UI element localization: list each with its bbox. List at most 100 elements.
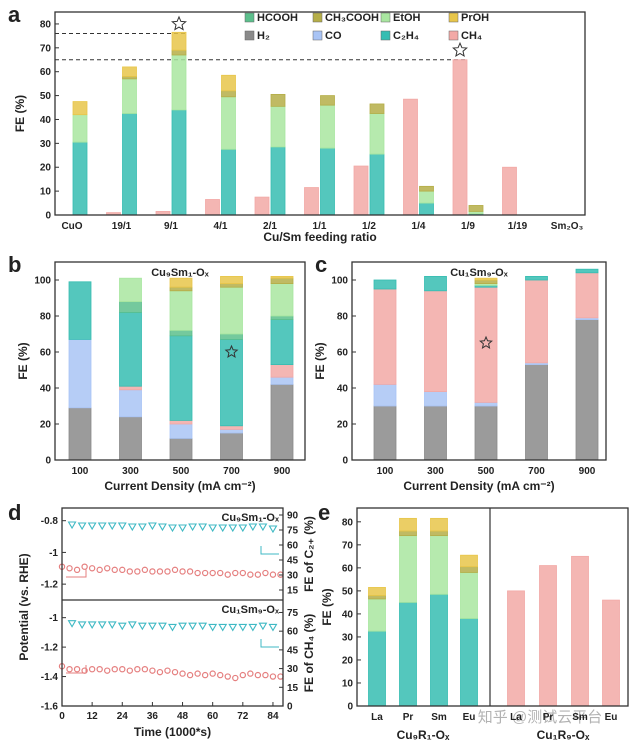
y2-tick-label: 75 (287, 608, 299, 619)
bar-900-h2 (575, 319, 599, 461)
y-tick-label: 30 (342, 632, 354, 643)
potential-point (186, 568, 194, 575)
x-tick-label: La (510, 712, 522, 723)
bar-100-h2 (68, 407, 92, 461)
x-tick-label: 1/1 (313, 221, 327, 232)
fe-point (248, 523, 258, 532)
y2-tick-label: 30 (287, 571, 299, 582)
x-tick-label: 0 (59, 711, 65, 722)
x-tick-label: 72 (237, 711, 249, 722)
chart-title: Cu₉Sm₁-Oₓ (151, 267, 210, 279)
bar-900-c2h4 (270, 319, 294, 366)
fe-point (268, 525, 278, 534)
bar-c2-ch3cooh (320, 95, 335, 106)
y-tick-label: 60 (342, 563, 354, 574)
potential-point (134, 568, 141, 575)
fe-point (258, 523, 268, 532)
panel-label: c (315, 252, 327, 277)
bar-pr-ch4 (539, 565, 557, 707)
bar-c2-proh (72, 101, 88, 116)
x-tick-label: 100 (377, 466, 394, 477)
fe-point (218, 623, 228, 632)
y-tick-label: -1.2 (41, 580, 59, 591)
bar-500-proh (169, 277, 193, 288)
y-tick-label: 20 (342, 655, 354, 666)
bar-c2-etoh (72, 114, 88, 143)
y2-tick-label: 60 (287, 541, 299, 552)
y-tick-label: 30 (40, 139, 52, 150)
y2-axis-label: FE of CH₄ (%) (302, 614, 316, 692)
x-tick-label: 9/1 (164, 221, 178, 232)
panel-label: a (8, 2, 21, 27)
fe-point (127, 621, 137, 630)
fe-point (137, 523, 147, 532)
fe-point (228, 623, 238, 632)
fe-point (198, 523, 208, 532)
fe-point (107, 621, 117, 630)
x-tick-label: 1/9 (461, 221, 475, 232)
fe-point (87, 621, 97, 630)
fe-point (178, 524, 188, 533)
potential-point (239, 671, 247, 679)
bar-c2-ch3cooh (369, 103, 385, 114)
bar-c2-ch3cooh (221, 90, 236, 98)
x-tick-label: 700 (223, 466, 240, 477)
panel-label: b (8, 252, 21, 277)
bar-eu-c2h4 (460, 618, 478, 707)
bar-ch4-ch4 (452, 59, 468, 216)
y2-tick-label: 30 (287, 664, 299, 675)
potential-point (164, 568, 171, 575)
potential-point (254, 571, 262, 578)
potential-point (88, 665, 96, 673)
y-tick-label: 60 (40, 67, 52, 78)
fe-point (178, 622, 188, 631)
potential-point (66, 565, 73, 572)
fe-point (188, 622, 198, 631)
bar-700-ch4 (525, 279, 548, 364)
bar-eu-ch4 (602, 599, 620, 707)
bar-300-ch4 (424, 290, 447, 392)
group-label: Cu₉R₁-Oₓ (397, 728, 450, 742)
bar-c2-c2h4 (369, 153, 385, 216)
y2-tick-label: 15 (287, 683, 299, 694)
bar-900-hcooh (270, 315, 294, 320)
x-tick-label: 4/1 (214, 221, 228, 232)
bar-sm-etoh (430, 535, 448, 595)
potential-point (156, 568, 164, 575)
x-axis-label: Time (1000*s) (134, 725, 211, 739)
fe-point (198, 622, 208, 631)
y-tick-label: -1 (49, 613, 58, 624)
y-tick-label: -0.8 (41, 516, 59, 527)
potential-point (134, 665, 141, 673)
potential-point (217, 569, 224, 577)
x-tick-label: 900 (274, 466, 291, 477)
fe-point (238, 524, 248, 533)
y-axis-label: FE (%) (13, 95, 27, 132)
potential-point (232, 569, 239, 577)
potential-point (141, 665, 149, 673)
y-tick-label: 40 (40, 115, 52, 126)
legend-label: HCOOH (257, 12, 298, 24)
x-tick-label: 60 (207, 711, 219, 722)
legend-label: C₂H₄ (393, 30, 419, 42)
bar-700-c2h4 (525, 275, 548, 281)
fe-point (67, 620, 77, 628)
fe-point (147, 622, 157, 631)
plot-frame-b (54, 261, 306, 461)
potential-point (262, 671, 269, 679)
bar-pr-ch3cooh (399, 530, 417, 537)
potential-point (254, 671, 262, 679)
fe-point (268, 623, 278, 632)
fe-point (137, 622, 147, 631)
x-axis-label: Current Density (mA cm⁻²) (403, 479, 554, 493)
y-tick-label: -1 (49, 548, 58, 559)
bar-la-proh (368, 587, 386, 596)
bar-c2-etoh (171, 54, 187, 111)
potential-point (209, 670, 216, 677)
bar-900-ch3cooh (270, 277, 294, 285)
bar-c2-etoh (122, 78, 137, 114)
potential-point (141, 566, 149, 574)
bar-la-ch4 (507, 590, 525, 707)
potential-point (149, 667, 156, 674)
bar-ch4-ch4 (254, 196, 270, 216)
